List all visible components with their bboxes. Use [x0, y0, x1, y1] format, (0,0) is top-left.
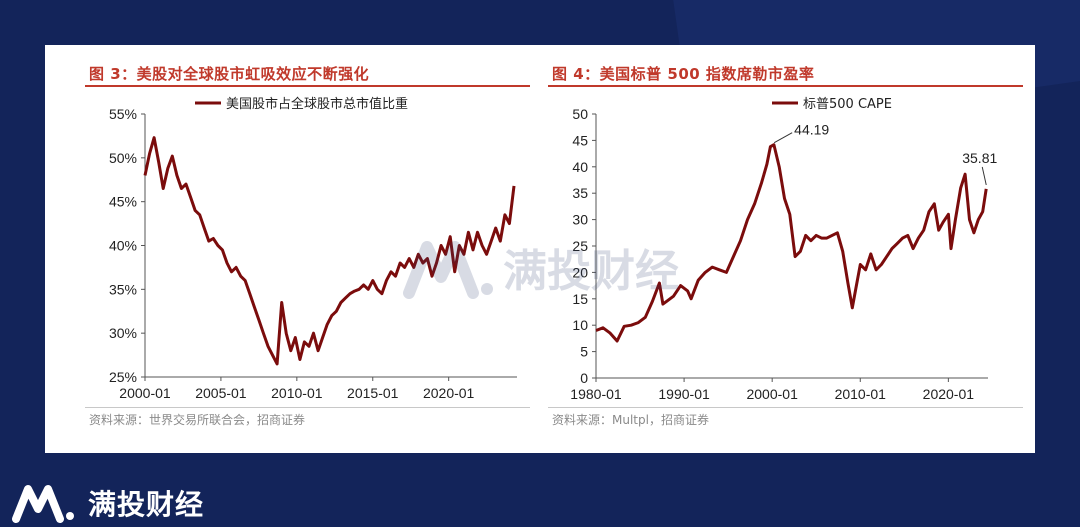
c3-x-tick-label: 2005-01 [195, 385, 247, 401]
c4-y-tick-label: 0 [580, 370, 588, 386]
figure-3-chart: 25% 30% 35% 40% 45% 50% 55% 2000-01 2005-01 2010-… [109, 96, 517, 401]
c4-annotation-leader [981, 166, 987, 186]
watermark-text: 满投财经 [503, 246, 679, 297]
figure-4-chart: 0 5 10 15 20 25 30 35 40 45 50 1980-01 1990-01 2000-0… [570, 97, 997, 402]
brand-name: 满投财经 [88, 488, 205, 521]
c4-y-tick-label: 10 [572, 317, 588, 333]
figure-4-source-rule [548, 407, 1023, 408]
c3-y-tick-label: 30% [109, 325, 137, 341]
figure-3-source-rule [85, 407, 530, 408]
c3-y-tick-label: 35% [109, 281, 137, 297]
c3-y-tick-label: 55% [109, 106, 137, 122]
c4-x-tick-label: 2020-01 [923, 386, 975, 402]
c3-series-line [143, 136, 516, 366]
c4-y-tick-label: 20 [572, 264, 588, 280]
brand: 满投财经 [10, 483, 204, 523]
figure-4-source: 资料来源：Multpl，招商证券 [552, 413, 709, 427]
c4-y-tick-label: 50 [572, 106, 588, 122]
figure-4-title-rule [548, 85, 1023, 87]
c3-y-tick-label: 45% [109, 194, 137, 210]
c3-x-tick-label: 2010-01 [271, 385, 323, 401]
c4-y-tick-label: 25 [572, 238, 588, 254]
c4-x-tick-label: 2010-01 [835, 386, 887, 402]
c4-annotation-peak: 44.19 [794, 122, 829, 138]
c4-y-tick-label: 40 [572, 159, 588, 175]
c4-legend-label: 标普500 CAPE [803, 97, 892, 112]
figure-3-title: 图 3：美股对全球股市虹吸效应不断强化 [89, 65, 370, 83]
content-panel: 图 3：美股对全球股市虹吸效应不断强化 25% 30% 35% 40% 45% 50% 55… [45, 45, 1035, 453]
c4-annotation-latest: 35.81 [962, 150, 997, 166]
c3-x-tick-label: 2020-01 [423, 385, 475, 401]
c3-x-tick-label: 2015-01 [347, 385, 399, 401]
figure-3: 图 3：美股对全球股市虹吸效应不断强化 25% 30% 35% 40% 45% 50% 55… [45, 45, 540, 453]
c4-y-tick-label: 35 [572, 185, 588, 201]
figure-4-title: 图 4：美国标普 500 指数席勒市盈率 [552, 65, 815, 83]
c4-x-tick-label: 2000-01 [746, 386, 798, 402]
figure-4: 图 4：美国标普 500 指数席勒市盈率 0 5 10 15 20 25 30 35 40 45 5… [540, 45, 1035, 453]
figure-3-source: 资料来源：世界交易所联合会，招商证券 [89, 413, 306, 427]
c4-y-tick-label: 45 [572, 132, 588, 148]
watermark-logo-icon [403, 241, 493, 299]
watermark: 满投财经 [403, 235, 679, 299]
c3-x-tick-label: 2000-01 [119, 385, 171, 401]
c4-x-tick-label: 1980-01 [570, 386, 622, 402]
c3-legend-label: 美国股市占全球股市总市值比重 [226, 96, 408, 112]
c4-series-line [595, 143, 988, 343]
figure-3-title-rule [85, 85, 530, 87]
mt-logo-icon [12, 485, 74, 523]
c3-y-tick-label: 40% [109, 238, 137, 254]
c4-y-tick-label: 30 [572, 212, 588, 228]
c4-x-tick-label: 1990-01 [658, 386, 710, 402]
c4-annotation-leader [773, 132, 793, 144]
c3-y-tick-label: 25% [109, 369, 137, 385]
c4-y-tick-label: 5 [580, 344, 588, 360]
c4-y-tick-label: 15 [572, 291, 588, 307]
c3-y-tick-label: 50% [109, 150, 137, 166]
